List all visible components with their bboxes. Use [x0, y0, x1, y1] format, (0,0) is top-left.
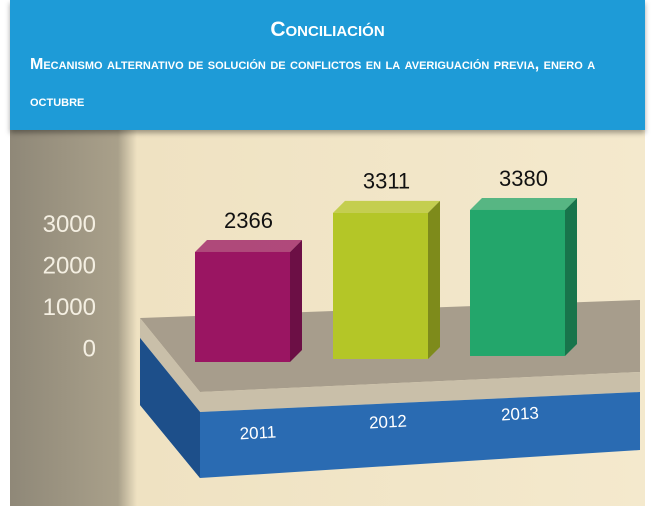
bar: [195, 251, 290, 362]
bar-top: [333, 200, 440, 213]
y-tick-label: 1000: [43, 294, 96, 321]
value-label: 3311: [363, 169, 410, 194]
platform-side: [140, 338, 200, 478]
y-tick-label: 2000: [43, 252, 96, 279]
y-tick-label: 0: [83, 335, 96, 362]
bar: [333, 212, 428, 359]
bar: [470, 209, 565, 356]
x-tick-label: 2011: [239, 423, 277, 444]
value-label: 3380: [499, 166, 548, 191]
chart-subtitle: Mecanismo alternativo de solución de con…: [30, 56, 596, 110]
y-tick-label: 3000: [43, 211, 96, 238]
platform-edge: [140, 318, 640, 412]
bar-top: [195, 239, 302, 252]
header: Conciliación Mecanismo alternativo de so…: [10, 0, 645, 130]
bar-side: [565, 197, 577, 356]
x-tick-label: 2012: [369, 412, 408, 433]
bar-side: [290, 239, 302, 362]
platform-front: [140, 338, 640, 478]
x-tick-label: 2013: [501, 404, 540, 425]
value-label: 2366: [224, 208, 273, 233]
chart-title: Conciliación: [270, 18, 385, 41]
bar-side: [428, 200, 440, 359]
bar-top: [470, 197, 577, 210]
